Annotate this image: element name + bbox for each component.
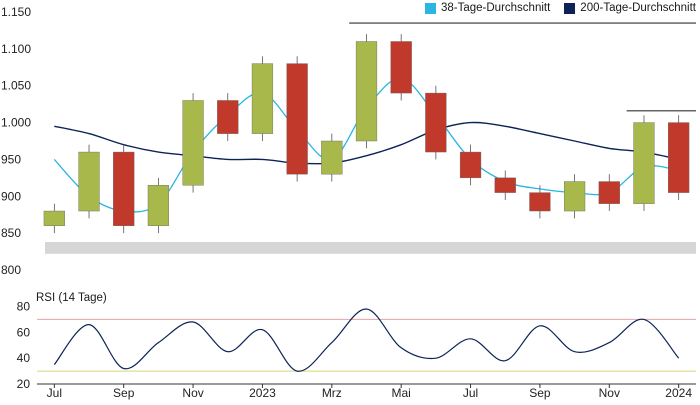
x-tick-label: Nov	[182, 386, 203, 400]
candle-body	[425, 92, 447, 153]
candle-body	[633, 122, 655, 204]
price-tick-label: 1.150	[1, 5, 31, 19]
legend-item-ma200: 200-Tage-Durchschnitt	[564, 2, 696, 14]
rsi-tick-label: 20	[17, 377, 31, 391]
candle-body	[459, 151, 482, 179]
price-tick-label: 900	[1, 189, 21, 203]
candle-body	[182, 100, 204, 186]
candle-body	[598, 181, 620, 204]
ma200-layer	[54, 121, 679, 165]
rsi-line	[53, 308, 680, 372]
candle-body	[668, 122, 690, 193]
rsi-tick-label: 80	[17, 299, 31, 313]
price-tick-label: 850	[1, 226, 21, 240]
resistance-layer	[349, 22, 696, 112]
tick-labels-layer: 1.150 1.100 1.050 1.000 950 900 850 800 80 60 40 20	[1, 5, 696, 391]
x-tick-label: 2023	[249, 386, 276, 400]
x-tick-label: Sep	[529, 386, 551, 400]
legend-label-ma200: 200-Tage-Durchschnitt	[580, 2, 696, 14]
rsi-layer	[53, 308, 680, 372]
x-tick-label: Mrz	[322, 386, 342, 400]
price-tick-label: 800	[1, 263, 21, 277]
candle-body	[321, 140, 343, 175]
x-tick-label: 2024	[665, 386, 692, 400]
candle-body	[251, 63, 274, 134]
x-tick-label: Jul	[47, 386, 62, 400]
candle-body	[286, 63, 308, 175]
ma200-line	[54, 121, 679, 165]
x-tick-label: Mai	[392, 386, 411, 400]
candle-body	[43, 210, 65, 226]
legend-swatch-ma38	[424, 2, 436, 14]
support-band-layer	[45, 241, 696, 254]
candle-body	[355, 41, 378, 142]
rsi-title: RSI (14 Tage)	[36, 292, 107, 304]
price-tick-label: 950	[1, 152, 21, 166]
support-band	[45, 241, 696, 254]
legend-item-ma38: 38-Tage-Durchschnitt	[424, 2, 551, 14]
rsi-tick-label: 60	[17, 325, 31, 339]
candles-layer	[43, 34, 690, 234]
candle-body	[147, 185, 169, 226]
rsi-tick-label: 40	[17, 351, 31, 365]
candle-body	[217, 100, 239, 134]
candle-body	[113, 151, 135, 226]
x-tick-layer: Jul Sep Nov 2023 Mrz Mai Jul Sep Nov 2024	[37, 383, 696, 400]
legend-swatch-ma200	[564, 2, 576, 14]
legend-label-ma38: 38-Tage-Durchschnitt	[440, 2, 551, 14]
candle-body	[529, 192, 551, 212]
x-tick-label: Sep	[113, 386, 135, 400]
candle-body	[390, 41, 412, 94]
legend: 38-Tage-Durchschnitt 200-Tage-Durchschni…	[424, 2, 696, 14]
candle-body	[494, 177, 516, 193]
candle-body	[564, 181, 586, 212]
x-tick-label: Jul	[463, 386, 478, 400]
x-tick-label: Nov	[599, 386, 620, 400]
price-tick-label: 1.100	[1, 42, 31, 56]
price-tick-label: 1.000	[1, 116, 31, 130]
price-tick-label: 1.050	[1, 79, 31, 93]
candle-body	[78, 151, 100, 212]
